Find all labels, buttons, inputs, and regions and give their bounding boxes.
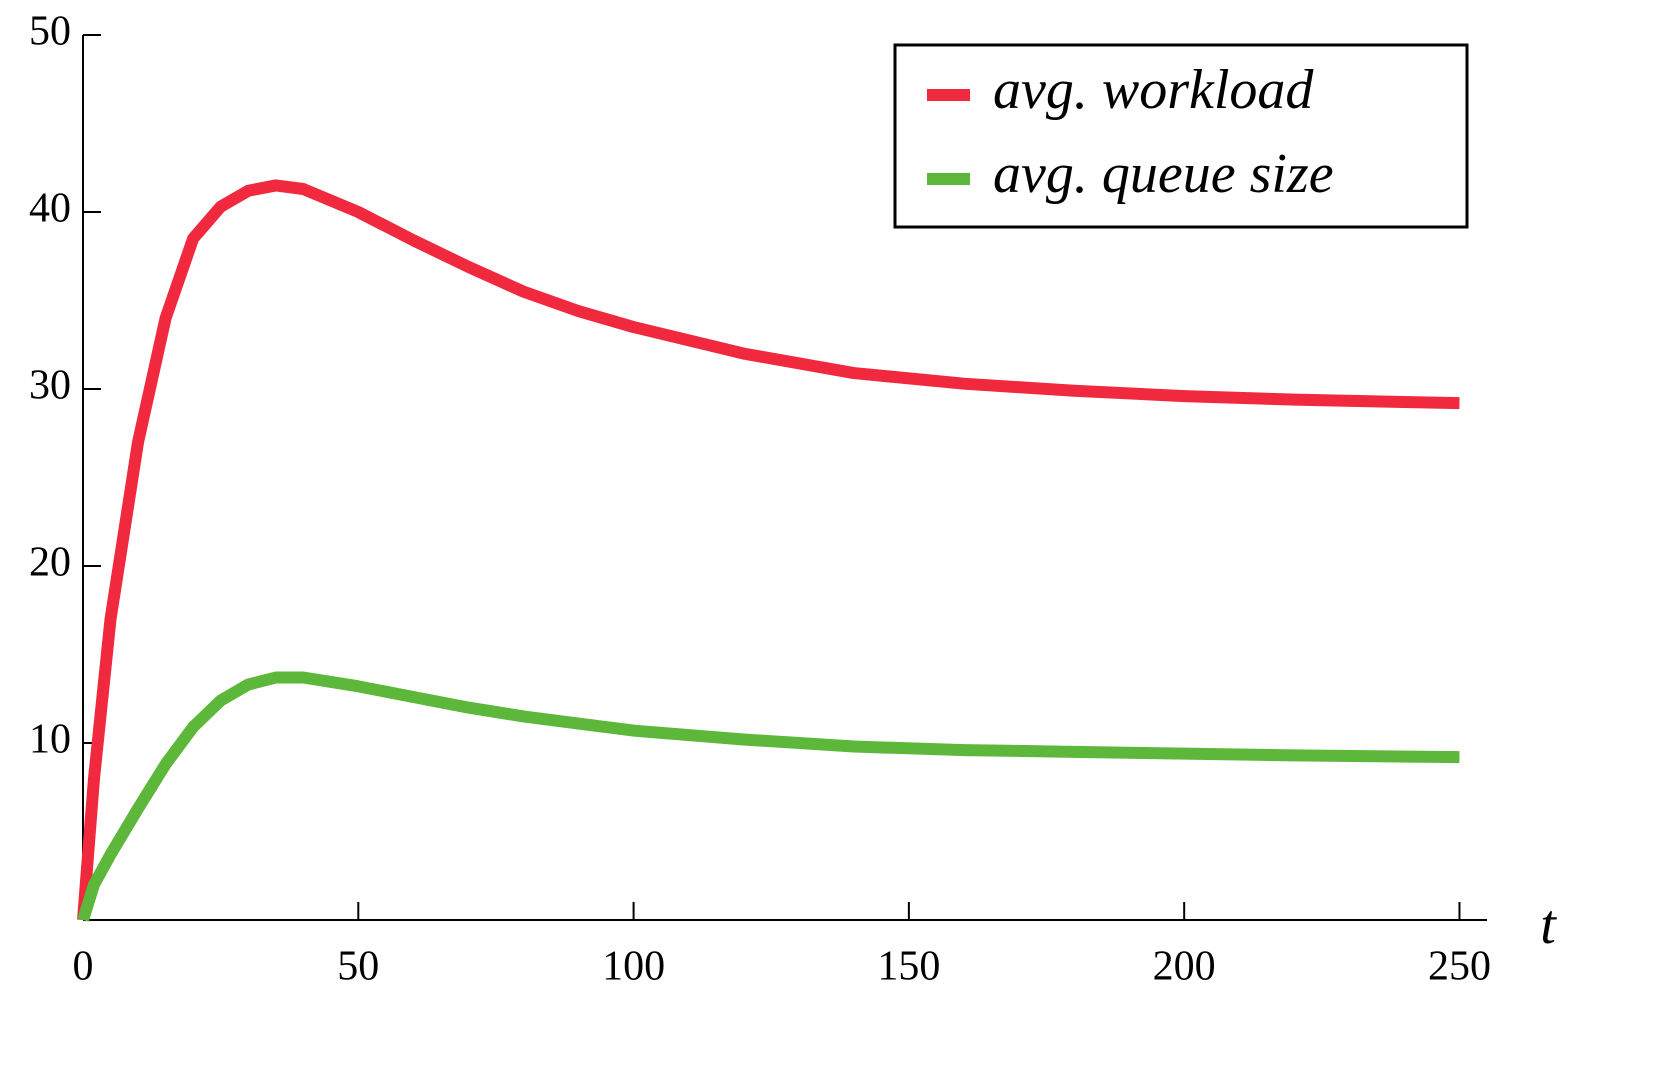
y-tick-label: 40 xyxy=(29,186,71,232)
y-tick-label: 50 xyxy=(29,9,71,55)
x-axis-label: t xyxy=(1540,894,1557,956)
y-tick-label: 30 xyxy=(29,363,71,409)
y-tick-label: 10 xyxy=(29,717,71,763)
x-tick-label: 50 xyxy=(337,944,379,990)
x-tick-label: 100 xyxy=(602,944,665,990)
x-tick-label: 200 xyxy=(1153,944,1216,990)
y-tick-label: 20 xyxy=(29,540,71,586)
series-line xyxy=(77,671,1460,922)
legend-box xyxy=(893,43,1469,229)
legend-label: avg. workload xyxy=(993,59,1314,121)
x-tick-label: 0 xyxy=(73,944,94,990)
x-tick-label: 150 xyxy=(877,944,940,990)
series-line xyxy=(77,179,1460,921)
legend-label: avg. queue size xyxy=(993,143,1334,205)
x-tick-label: 250 xyxy=(1428,944,1491,990)
